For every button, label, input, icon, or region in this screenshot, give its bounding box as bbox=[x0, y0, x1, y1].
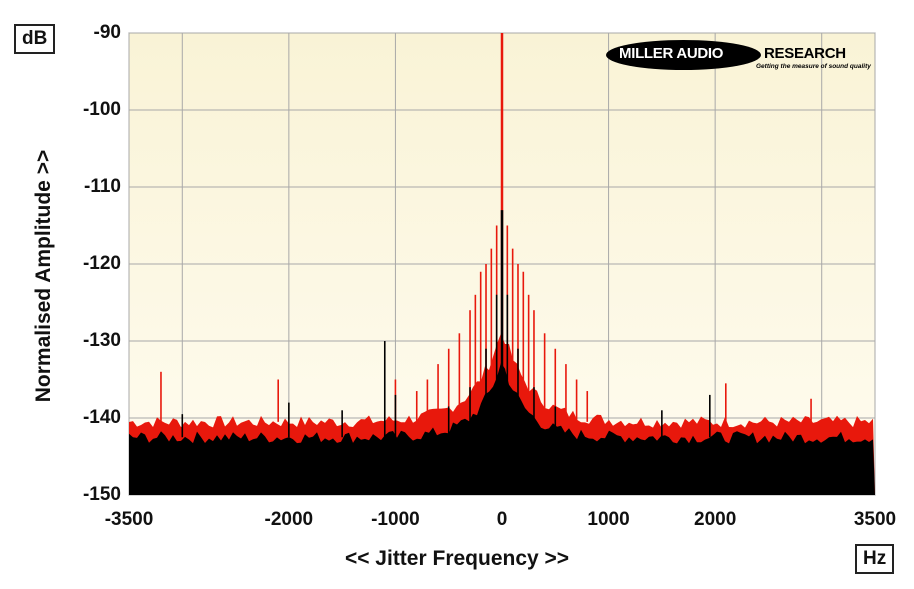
x-tick-label-3: 0 bbox=[496, 509, 508, 530]
x-tick-label-5: 2000 bbox=[694, 509, 737, 530]
series-layer bbox=[129, 33, 875, 495]
y-tick-label-0: -90 bbox=[93, 22, 121, 43]
y-tick-label-4: -130 bbox=[82, 330, 121, 351]
logo-tagline: Getting the measure of sound quality bbox=[756, 63, 871, 70]
y-tick-label-3: -120 bbox=[82, 253, 121, 274]
y-tick-label-6: -150 bbox=[82, 484, 121, 505]
x-tick-label-1: -2000 bbox=[264, 509, 314, 530]
x-tick-label-6: 3500 bbox=[853, 509, 897, 530]
x-tick-label-0: -3500 bbox=[104, 509, 154, 530]
logo-text-dark: MILLER AUDIO bbox=[619, 45, 724, 62]
logo-pill-shape bbox=[606, 40, 761, 70]
y-tick-label-5: -140 bbox=[82, 407, 121, 428]
y-tick-label-2: -110 bbox=[84, 176, 121, 197]
brand-logo: MILLER AUDIO RESEARCH Getting the measur… bbox=[606, 36, 874, 78]
y-unit-label: dB bbox=[14, 24, 56, 54]
x-axis-title: << Jitter Frequency >> bbox=[344, 547, 570, 570]
x-tick-label-2: -1000 bbox=[371, 509, 420, 530]
logo-text-light: RESEARCH bbox=[764, 45, 846, 62]
x-unit-label: Hz bbox=[855, 544, 895, 574]
x-tick-label-4: 1000 bbox=[587, 509, 630, 530]
y-tick-label-1: -100 bbox=[82, 99, 121, 120]
series-1 bbox=[129, 210, 875, 495]
y-axis-title: Normalised Amplitude >> bbox=[32, 149, 55, 403]
